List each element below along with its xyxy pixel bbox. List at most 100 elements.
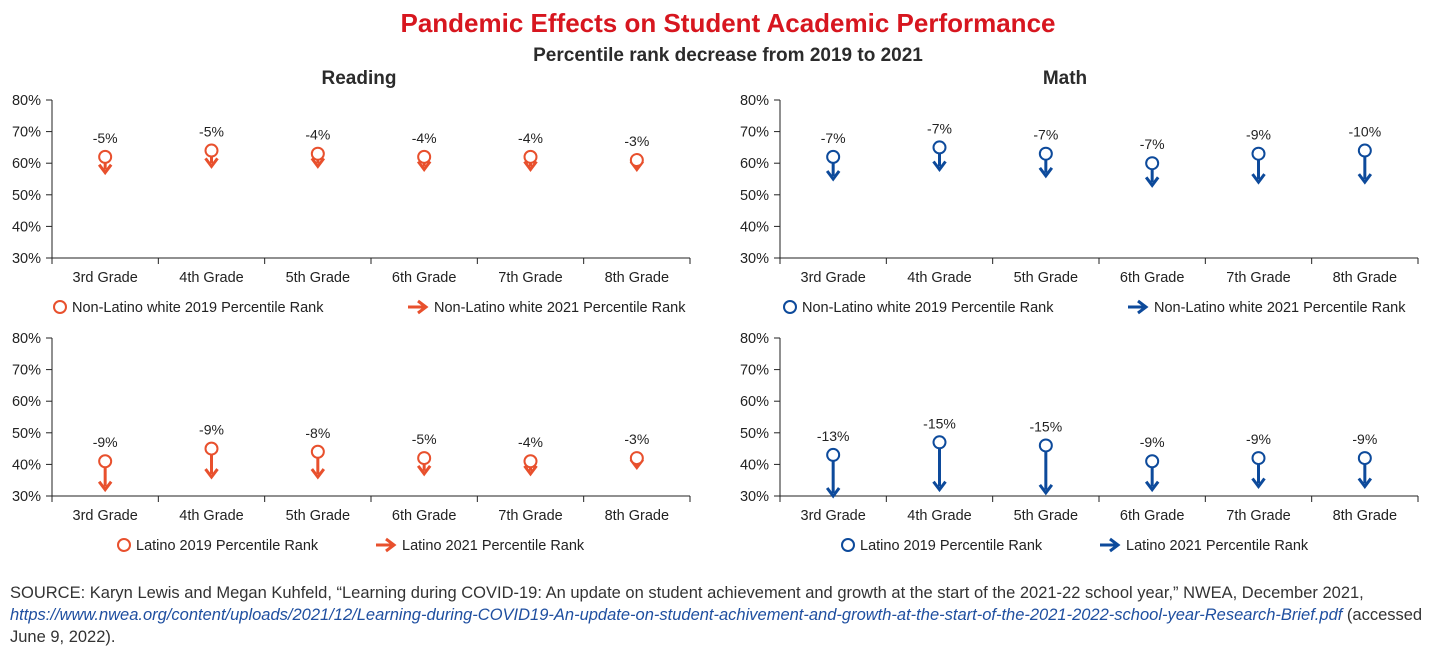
source-accessed: (accessed June 9, 2022). [10, 606, 1423, 646]
percentile-2019-point [417, 149, 432, 164]
change-label: -7% [1033, 127, 1058, 143]
percentile-2019-point [826, 447, 841, 462]
percentile-2019-point [932, 140, 947, 155]
percentile-2021-arrowhead [932, 480, 947, 493]
change-label: -5% [93, 130, 118, 146]
percentile-2019-point [1357, 143, 1372, 158]
legend-2021-label: Non-Latino white 2021 Percentile Rank [1154, 300, 1406, 316]
x-tick-label: 8th Grade [605, 270, 670, 286]
x-tick-label: 4th Grade [907, 508, 972, 524]
y-tick-label: 80% [12, 93, 41, 109]
percentile-2021-arrowhead [1144, 480, 1160, 493]
percentile-2019-point [1251, 451, 1266, 466]
percentile-2021-arrowhead [1251, 477, 1266, 490]
x-tick-label: 3rd Grade [801, 508, 866, 524]
change-label: -9% [199, 422, 224, 438]
percentile-2021-arrowhead [416, 160, 432, 173]
source-note: SOURCE: Karyn Lewis and Megan Kuhfeld, “… [10, 582, 1450, 648]
percentile-2019-point [310, 146, 325, 161]
legend-2021-label: Latino 2021 Percentile Rank [1126, 538, 1309, 554]
percentile-2019-point [523, 454, 538, 469]
percentile-2021-arrowhead [1251, 173, 1266, 185]
percentile-2021-arrowhead [825, 170, 841, 182]
y-tick-label: 50% [740, 188, 769, 204]
percentile-2019-point [417, 451, 432, 466]
percentile-2021-arrowhead [1357, 173, 1373, 185]
change-label: -10% [1348, 124, 1381, 140]
change-label: -5% [199, 124, 224, 140]
percentile-2019-point [1251, 146, 1266, 161]
percentile-2021-arrowhead [932, 160, 947, 173]
x-tick-label: 7th Grade [1226, 508, 1291, 524]
percentile-2021-arrowhead [1357, 477, 1373, 490]
percentile-2021-arrowhead [1144, 176, 1160, 188]
percentile-2019-point [98, 149, 113, 164]
legend-2019-label: Latino 2019 Percentile Rank [860, 538, 1043, 554]
y-tick-label: 70% [12, 363, 41, 379]
y-tick-label: 70% [740, 125, 769, 141]
legend-2021-label: Latino 2021 Percentile Rank [402, 538, 585, 554]
x-tick-label: 6th Grade [392, 270, 457, 286]
y-tick-label: 80% [740, 331, 769, 347]
change-label: -9% [1246, 431, 1271, 447]
y-tick-label: 40% [12, 457, 41, 473]
change-label: -9% [93, 434, 118, 450]
y-tick-label: 40% [740, 457, 769, 473]
x-tick-label: 7th Grade [498, 270, 563, 286]
percentile-2019-point [1357, 451, 1372, 466]
percentile-2019-point [1038, 146, 1053, 161]
math-white-chart: 30% 40% 50% 60% 70% 80% 3rd Grade 4th Grade 5th … [740, 93, 1419, 316]
x-tick-label: 5th Grade [1014, 508, 1079, 524]
percentile-2021-arrowhead [204, 157, 219, 169]
change-label: -4% [518, 434, 543, 450]
percentile-2021-arrowhead [1038, 483, 1054, 496]
percentile-2021-arrowhead [1038, 166, 1054, 179]
legend-2021-arrowhead [1109, 537, 1121, 553]
percentile-2021-arrowhead [97, 163, 113, 176]
y-tick-label: 70% [740, 363, 769, 379]
math-latino-chart: 30% 40% 50% 60% 70% 80% 3rd Grade 4th Grade 5th … [740, 331, 1419, 554]
percentile-2021-arrowhead [310, 468, 326, 480]
y-tick-label: 80% [12, 331, 41, 347]
percentile-2021-arrowhead [416, 464, 432, 477]
percentile-2021-arrowhead [310, 157, 326, 169]
x-tick-label: 5th Grade [286, 270, 351, 286]
x-tick-label: 3rd Grade [801, 270, 866, 286]
math-column-title: Math [1042, 68, 1088, 89]
percentile-2019-point [204, 143, 219, 158]
x-tick-label: 8th Grade [1333, 270, 1398, 286]
x-tick-label: 4th Grade [907, 270, 972, 286]
reading-white-chart: 30% 40% 50% 60% 70% 80% 3rd Grade 4th Grade 5th … [12, 93, 691, 316]
y-tick-label: 50% [12, 426, 41, 442]
y-tick-label: 80% [740, 93, 769, 109]
y-tick-label: 60% [12, 156, 41, 172]
x-tick-label: 3rd Grade [73, 508, 138, 524]
x-tick-label: 4th Grade [179, 270, 244, 286]
x-tick-label: 3rd Grade [73, 270, 138, 286]
y-tick-label: 30% [12, 251, 41, 267]
legend-2021-label: Non-Latino white 2021 Percentile Rank [434, 300, 686, 316]
change-label: -4% [305, 127, 330, 143]
percentile-2019-point [310, 444, 325, 459]
legend-2019-marker [783, 300, 797, 314]
percentile-2021-arrowhead [523, 160, 538, 173]
legend-2019-marker [841, 538, 855, 552]
x-tick-label: 6th Grade [1120, 508, 1185, 524]
legend-2019-label: Latino 2019 Percentile Rank [136, 538, 319, 554]
legend-2019-label: Non-Latino white 2019 Percentile Rank [802, 300, 1054, 316]
y-tick-label: 30% [740, 251, 769, 267]
y-tick-label: 40% [12, 219, 41, 235]
percentile-2021-arrowhead [825, 487, 841, 499]
percentile-2019-point [1038, 438, 1053, 453]
y-tick-label: 40% [740, 219, 769, 235]
source-link[interactable]: https://www.nwea.org/content/uploads/202… [10, 606, 1343, 624]
percentile-2019-point [1145, 454, 1160, 469]
x-tick-label: 8th Grade [1333, 508, 1398, 524]
x-tick-label: 5th Grade [1014, 270, 1079, 286]
y-tick-label: 30% [740, 489, 769, 505]
source-text: SOURCE: Karyn Lewis and Megan Kuhfeld, “… [10, 584, 1364, 602]
change-label: -9% [1352, 431, 1377, 447]
y-tick-label: 60% [740, 156, 769, 172]
change-label: -9% [1140, 434, 1165, 450]
change-label: -15% [923, 415, 956, 431]
